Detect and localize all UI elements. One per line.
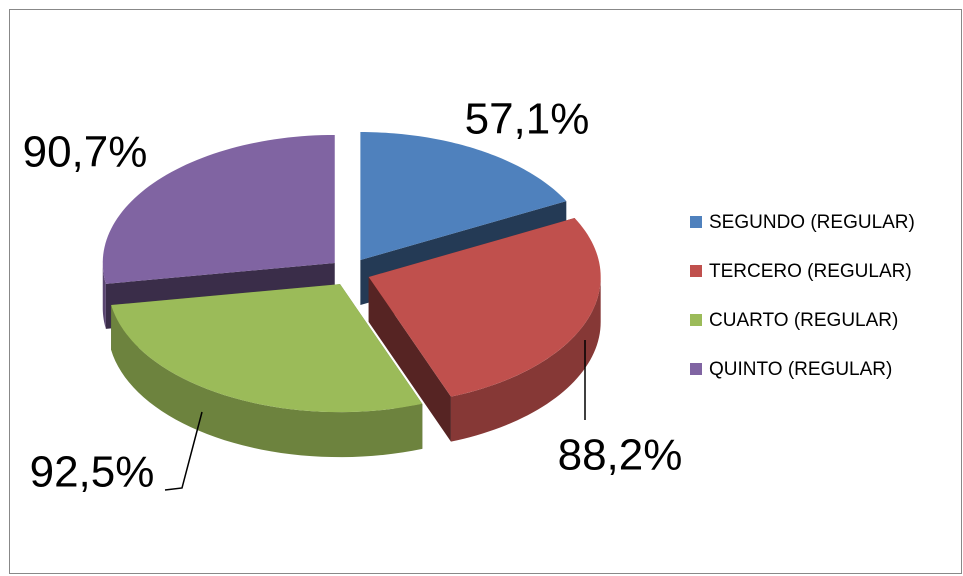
- leader-line: [164, 411, 203, 491]
- legend: SEGUNDO (REGULAR) TERCERO (REGULAR) CUARTO…: [690, 212, 915, 380]
- legend-label: CUARTO (REGULAR): [709, 310, 898, 331]
- slice-top: [111, 284, 423, 413]
- legend-label: QUINTO (REGULAR): [709, 359, 892, 380]
- legend-label: SEGUNDO (REGULAR): [709, 212, 915, 233]
- slice-top: [360, 132, 567, 261]
- slice-top: [368, 218, 601, 397]
- slice-side: [111, 305, 423, 458]
- legend-swatch: [690, 363, 702, 375]
- legend-label: TERCERO (REGULAR): [709, 261, 912, 282]
- legend-swatch: [690, 265, 702, 277]
- slice: [368, 218, 601, 442]
- slice: [111, 284, 423, 458]
- data-label: 88,2%: [558, 431, 683, 480]
- data-label: 92,5%: [30, 448, 155, 497]
- slice-top: [102, 134, 335, 284]
- slice-side: [102, 262, 106, 329]
- legend-swatch: [690, 216, 702, 228]
- slice-side: [450, 276, 601, 442]
- data-label: 57,1%: [465, 95, 590, 144]
- slice-wall: [368, 276, 451, 442]
- pie: [102, 132, 601, 458]
- data-label: 90,7%: [23, 128, 148, 177]
- legend-swatch: [690, 314, 702, 326]
